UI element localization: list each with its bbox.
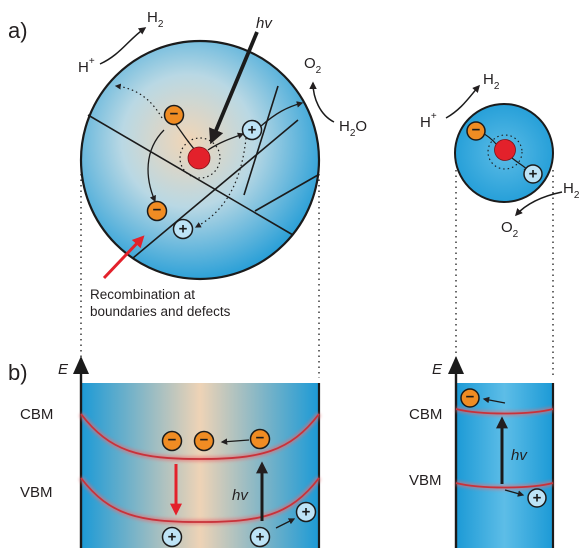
conduction-band-edge-small xyxy=(455,408,554,415)
o2-label-small: O2 xyxy=(501,219,519,240)
panel-label-a: a) xyxy=(8,18,28,43)
svg-text:+: + xyxy=(168,529,177,546)
hole: + xyxy=(295,501,317,523)
electron: − xyxy=(163,104,185,126)
hole-drift-arrow-small xyxy=(504,489,525,497)
svg-text:−: − xyxy=(168,432,177,449)
cbm-label-small: CBM xyxy=(409,406,442,423)
h2-evolution-arrow-large xyxy=(99,27,147,65)
energy-axis-arrowhead-small xyxy=(448,356,464,374)
svg-text:−: − xyxy=(472,122,481,139)
h2o-label-small: H2 xyxy=(563,180,580,201)
svg-text:+: + xyxy=(179,221,188,238)
large-particle: hv − − + + H+ H2 O2 H2O Recombination at… xyxy=(78,9,367,319)
h2-evolution-arrow-small xyxy=(445,84,481,119)
h-plus-label-small: H+ xyxy=(420,111,437,131)
svg-text:−: − xyxy=(466,389,475,406)
small-particle: − + H+ H2 H2 O2 xyxy=(420,71,580,240)
band-photon-label-small: hv xyxy=(511,447,528,464)
svg-text:+: + xyxy=(529,166,538,183)
hole: + xyxy=(241,119,263,141)
o2-label-large: O2 xyxy=(304,55,322,76)
hole-drift-arrow-large xyxy=(275,518,296,529)
hole: + xyxy=(172,218,194,240)
h-plus-label-large: H+ xyxy=(78,56,95,76)
charge-movement-arrows xyxy=(147,101,304,203)
electron: − xyxy=(249,428,271,450)
photon-label-large: hv xyxy=(256,15,273,32)
electron: − xyxy=(466,121,486,141)
h2-label-small: H2 xyxy=(483,71,500,92)
svg-text:+: + xyxy=(533,490,542,507)
svg-text:−: − xyxy=(256,430,265,447)
recombination-note-line1: Recombination at xyxy=(90,287,195,302)
cbm-label-large: CBM xyxy=(20,406,53,423)
vbm-label-small: VBM xyxy=(409,472,442,489)
electron: − xyxy=(460,388,480,408)
band-semiconductor-small xyxy=(456,383,553,548)
vbm-label-large: VBM xyxy=(20,484,53,501)
band-photon-label-large: hv xyxy=(232,487,249,504)
o2-evolution-arrow-small xyxy=(514,191,563,217)
svg-text:−: − xyxy=(170,106,179,123)
energy-axis-label-small: E xyxy=(432,361,443,378)
valence-band-edge-small xyxy=(455,482,554,489)
svg-text:−: − xyxy=(153,202,162,219)
o2-evolution-arrow-large xyxy=(309,81,335,123)
dotted-ring-small xyxy=(487,134,523,170)
valence-band-edge-large xyxy=(80,477,320,523)
electron-drift-arrow-small xyxy=(482,396,506,404)
electron: − xyxy=(193,430,215,452)
electron: − xyxy=(146,200,168,222)
band-diagram-small: E CBM VBM hv − + xyxy=(409,356,555,548)
charge-migration-dotted-paths xyxy=(114,83,247,228)
photon-arrow-large xyxy=(209,31,259,145)
recombination-arrow xyxy=(102,235,145,280)
band-diagram-large: E CBM VBM hv − − − + xyxy=(20,356,321,548)
hole: + xyxy=(523,164,543,184)
h2-label-large: H2 xyxy=(147,9,164,30)
energy-axis-arrowhead-large xyxy=(73,356,89,374)
svg-text:+: + xyxy=(248,122,257,139)
h2o-label-large: H2O xyxy=(339,118,367,139)
photoexcitation-site-small xyxy=(494,139,516,161)
svg-text:+: + xyxy=(302,504,311,521)
electron: − xyxy=(161,430,183,452)
photoexcitation-site-large xyxy=(187,146,211,170)
hole: + xyxy=(161,526,183,548)
svg-text:−: − xyxy=(200,432,209,449)
panel-label-b: b) xyxy=(8,360,28,385)
recombination-note-line2: boundaries and defects xyxy=(90,304,231,319)
hole: + xyxy=(249,526,271,548)
energy-axis-label-large: E xyxy=(58,361,69,378)
svg-text:+: + xyxy=(256,529,265,546)
projection-lines-large xyxy=(80,174,320,378)
electron-drift-arrow-large xyxy=(220,438,250,445)
conduction-band-edge-large xyxy=(80,413,320,460)
hole: + xyxy=(527,488,547,508)
